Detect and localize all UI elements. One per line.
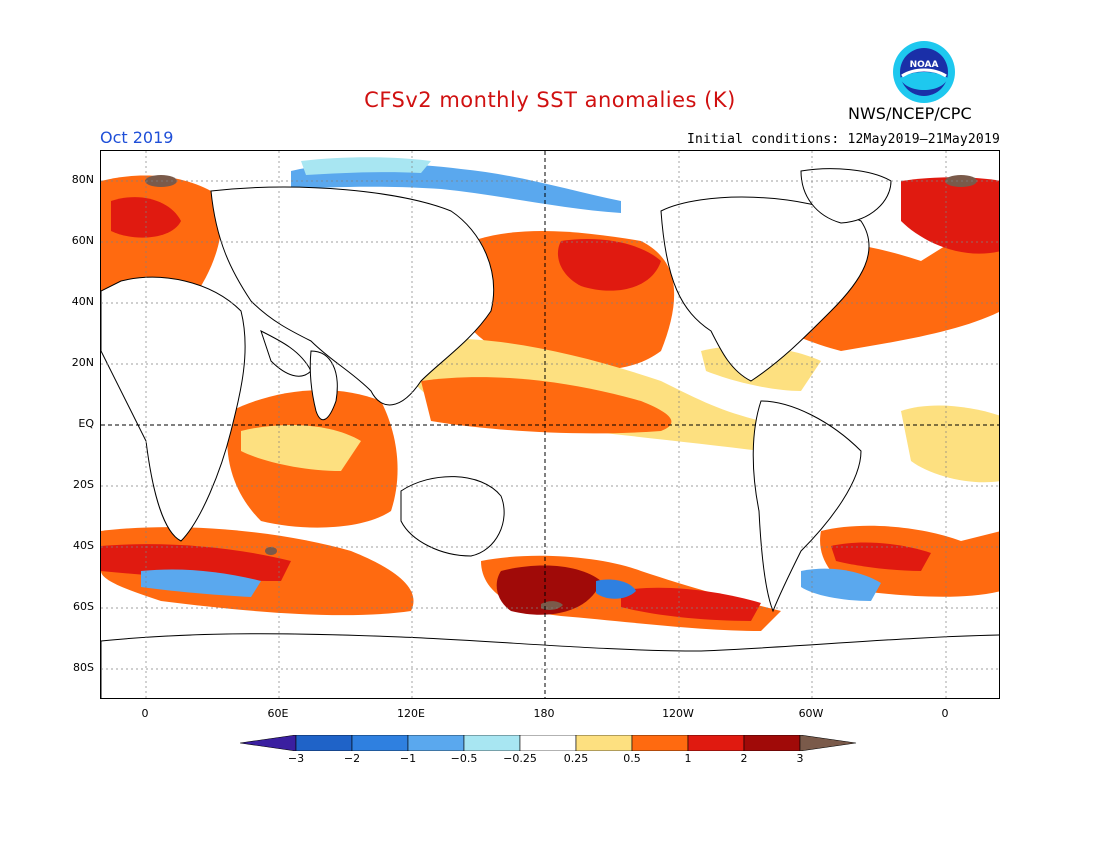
colorbar-tick-label: 2 [740,752,748,765]
colorbar-segment [407,735,465,751]
colorbar-segment [351,735,409,751]
colorbar-segment [631,735,689,751]
lat-label-20n: 20N [71,356,94,369]
colorbar-tick-label: −0.25 [503,752,537,765]
agency-label: NWS/NCEP/CPC [848,104,972,123]
lat-label-40n: 40N [71,295,94,308]
lat-label-60n: 60N [71,234,94,247]
lon-label-0-east: 0 [941,707,949,720]
equator-dateline [101,151,999,698]
map-title: CFSv2 monthly SST anomalies (K) [364,88,736,112]
colorbar-tick-label: −0.5 [450,752,478,765]
initial-conditions-label: Initial conditions: 12May2019–21May2019 [686,132,1000,147]
colorbar-segment [575,735,633,751]
lat-label-60s: 60S [73,600,94,613]
noaa-logo-icon: NOAA [893,41,955,103]
colorbar-tick-label: 3 [796,752,804,765]
svg-text:NOAA: NOAA [910,60,939,70]
lon-label-60w: 60W [798,707,824,720]
lat-label-80s: 80S [73,661,94,674]
colorbar-tick-label: −2 [343,752,361,765]
lon-label-120e: 120E [397,707,425,720]
lat-label-eq: EQ [78,417,94,430]
colorbar-segment [687,735,745,751]
colorbar-segment [743,735,801,751]
colorbar [240,735,857,751]
colorbar-tick-label: −1 [399,752,417,765]
colorbar-segment [240,735,297,751]
colorbar-segment [799,735,857,751]
sst-anomaly-map [100,150,1000,699]
lon-label-120w: 120W [662,707,694,720]
colorbar-segment [519,735,577,751]
lon-label-60e: 60E [267,707,289,720]
colorbar-segment [463,735,521,751]
lat-label-40s: 40S [73,539,94,552]
lat-label-80n: 80N [71,173,94,186]
lon-label-180: 180 [533,707,555,720]
colorbar-tick-label: −3 [287,752,305,765]
lon-label-0: 0 [141,707,149,720]
valid-month-label: Oct 2019 [100,128,174,147]
colorbar-tick-label: 1 [684,752,692,765]
coastlines [101,168,999,698]
colorbar-segment [295,735,353,751]
colorbar-tick-label: 0.5 [623,752,641,765]
map-canvas [101,151,999,698]
lat-label-20s: 20S [73,478,94,491]
colorbar-tick-label: 0.25 [563,752,589,765]
map-gridlines [101,151,999,698]
